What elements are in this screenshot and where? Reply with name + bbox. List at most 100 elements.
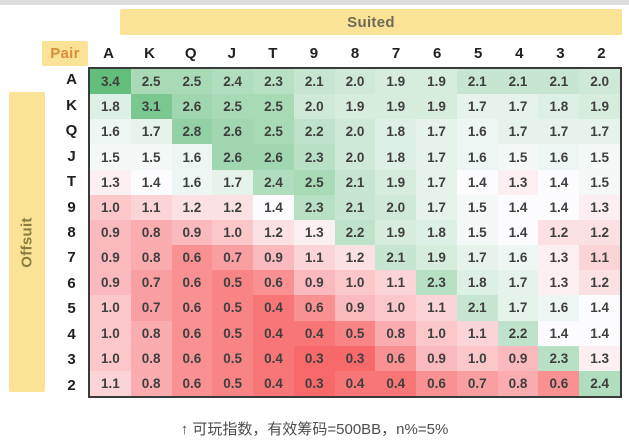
heatmap-cell-77: 2.1 <box>375 245 417 271</box>
heatmap-cell-Q3: 1.7 <box>538 119 580 145</box>
heatmap-cell-4K: 0.8 <box>130 320 172 346</box>
heatmap-cell-8A: 0.9 <box>90 219 131 246</box>
heatmap-cell-57: 1.0 <box>375 295 417 321</box>
heatmap-cell-7Q: 0.6 <box>171 245 213 271</box>
heatmap-cell-J3: 1.6 <box>538 144 580 170</box>
row-header-T: T <box>66 173 77 191</box>
heatmap-cell-KK: 3.1 <box>130 94 172 120</box>
row-header-5: 5 <box>67 300 76 318</box>
heatmap-cell-88: 2.2 <box>334 219 376 246</box>
heatmap-cell-76: 1.9 <box>416 245 457 271</box>
heatmap-cell-84: 1.4 <box>497 219 539 246</box>
heatmap-cell-33: 2.3 <box>538 345 580 371</box>
heatmap-cell-TT: 2.4 <box>253 169 294 195</box>
suited-label: Suited <box>347 13 395 31</box>
heatmap-cell-39: 0.3 <box>293 345 335 371</box>
row-header-2: 2 <box>67 376 76 394</box>
column-header-9: 9 <box>309 45 319 62</box>
heatmap-cell-TJ: 1.7 <box>212 169 254 195</box>
heatmap-cell-42: 1.4 <box>579 320 620 346</box>
heatmap-cell-J7: 1.8 <box>375 144 417 170</box>
heatmap-cell-A6: 1.9 <box>416 69 457 95</box>
heatmap-cell-5J: 0.5 <box>212 295 254 321</box>
row-header-7: 7 <box>67 249 76 267</box>
heatmap-cell-K8: 1.9 <box>334 94 376 120</box>
heatmap-cell-28: 0.4 <box>334 370 376 396</box>
row-header-6: 6 <box>67 274 76 292</box>
heatmap-cell-8Q: 0.9 <box>171 219 213 246</box>
column-headers: A K Q J T 9 8 7 6 5 4 3 2 <box>88 41 622 66</box>
heatmap-cell-87: 1.9 <box>375 219 417 246</box>
heatmap-cell-J4: 1.5 <box>497 144 539 170</box>
heatmap-cell-36: 0.9 <box>416 345 457 371</box>
chart-caption: ↑ 可玩指数，有效筹码=500BB，n%=5% <box>180 421 449 438</box>
row-header-K: K <box>66 96 77 114</box>
heatmap-cell-5K: 0.7 <box>130 295 172 321</box>
column-header-4: 4 <box>515 45 524 62</box>
heatmap-cell-65: 1.8 <box>456 270 498 296</box>
heatmap-cell-6K: 0.7 <box>130 270 172 296</box>
heatmap-cell-Q6: 1.7 <box>416 119 457 145</box>
heatmap-cell-T6: 1.7 <box>416 169 457 195</box>
heatmap-cell-A7: 1.9 <box>375 69 417 95</box>
heatmap-cell-98: 2.1 <box>334 194 376 220</box>
heatmap-cell-7T: 0.9 <box>253 245 294 271</box>
heatmap-cell-74: 1.6 <box>497 245 539 271</box>
heatmap-cell-T9: 2.5 <box>293 169 335 195</box>
heatmap-cell-A2: 2.0 <box>579 69 620 95</box>
column-header-8: 8 <box>350 45 360 62</box>
heatmap-cell-93: 1.4 <box>538 194 580 220</box>
heatmap-cell-8T: 1.2 <box>253 219 294 246</box>
heatmap-cell-8K: 0.8 <box>130 219 172 246</box>
column-header-Q: Q <box>184 45 197 62</box>
heatmap-cell-9A: 1.0 <box>90 194 131 220</box>
column-header-A: A <box>103 45 114 62</box>
heatmap-cell-82: 1.2 <box>579 219 620 246</box>
heatmap-cell-J2: 1.5 <box>579 144 620 170</box>
heatmap-cell-A5: 2.1 <box>456 69 498 95</box>
heatmap-cell-6Q: 0.6 <box>171 270 213 296</box>
heatmap-cell-JT: 2.6 <box>253 144 294 170</box>
heatmap-cell-K4: 1.7 <box>497 94 539 120</box>
heatmap-cell-66: 2.3 <box>416 270 457 296</box>
heatmap-cell-T8: 2.1 <box>334 169 376 195</box>
heatmap-cell-49: 0.4 <box>293 320 335 346</box>
heatmap-cell-67: 1.1 <box>375 270 417 296</box>
heatmap-cell-43: 1.4 <box>538 320 580 346</box>
row-header-3: 3 <box>67 351 76 369</box>
heatmap-cell-4Q: 0.6 <box>171 320 213 346</box>
heatmap-cell-KA: 1.8 <box>90 94 131 120</box>
heatmap-cell-K3: 1.8 <box>538 94 580 120</box>
column-header-3: 3 <box>556 45 565 62</box>
offsuit-banner: Offsuit <box>9 92 45 392</box>
heatmap-cell-44: 2.2 <box>497 320 539 346</box>
heatmap-cell-3T: 0.4 <box>253 345 294 371</box>
heatmap-cell-99: 2.3 <box>293 194 335 220</box>
heatmap-cell-3A: 1.0 <box>90 345 131 371</box>
heatmap-cell-JA: 1.5 <box>90 144 131 170</box>
heatmap-cell-KQ: 2.6 <box>171 94 213 120</box>
heatmap-cell-T5: 1.4 <box>456 169 498 195</box>
column-header-K: K <box>144 45 156 62</box>
heatmap-cell-Q4: 1.7 <box>497 119 539 145</box>
heatmap-cell-26: 0.6 <box>416 370 457 396</box>
heatmap-cell-AA: 3.4 <box>90 69 131 95</box>
heatmap-cell-Q9: 2.2 <box>293 119 335 145</box>
heatmap-cell-48: 0.5 <box>334 320 376 346</box>
heatmap-cell-K5: 1.7 <box>456 94 498 120</box>
heatmap-cell-54: 1.7 <box>497 295 539 321</box>
heatmap-cell-T4: 1.3 <box>497 169 539 195</box>
heatmap-cell-J9: 2.3 <box>293 144 335 170</box>
heatmap-cell-83: 1.2 <box>538 219 580 246</box>
heatmap-cell-62: 1.2 <box>579 270 620 296</box>
column-header-5: 5 <box>474 45 483 62</box>
heatmap-cell-K2: 1.9 <box>579 94 620 120</box>
heatmap-grid: 3.4 2.5 2.5 2.4 2.3 2.1 2.0 1.9 1.9 2.1 2.1 2.1 2.0 1… <box>88 67 622 398</box>
heatmap-cell-K7: 1.9 <box>375 94 417 120</box>
pair-label-text: Pair <box>50 45 80 62</box>
heatmap-cell-9Q: 1.2 <box>171 194 213 220</box>
heatmap-cell-47: 0.8 <box>375 320 417 346</box>
heatmap-cell-5A: 1.0 <box>90 295 131 321</box>
heatmap-cell-QQ: 2.8 <box>171 119 213 145</box>
heatmap-cell-TK: 1.4 <box>130 169 172 195</box>
